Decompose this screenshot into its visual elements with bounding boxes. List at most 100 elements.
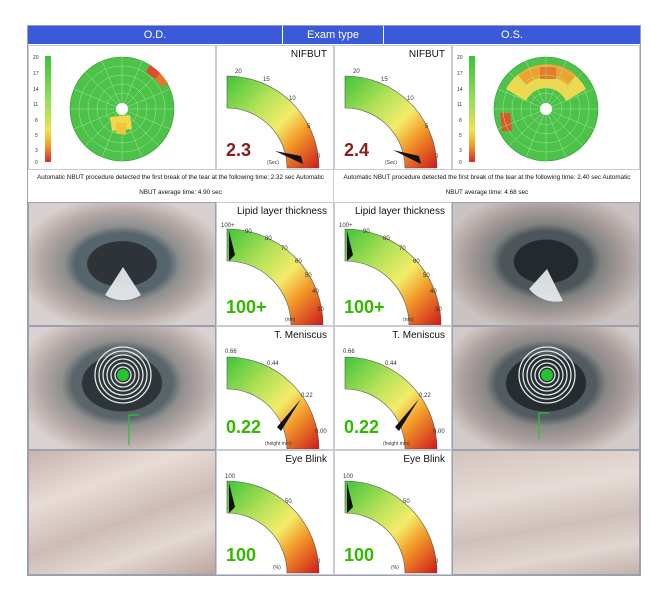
lipid-title: Lipid layer thickness: [236, 206, 327, 217]
od-meniscus-value: 0.22: [226, 417, 262, 437]
scale-tick: 14: [33, 87, 39, 93]
os-eyelid-photo: [452, 450, 640, 575]
gauge-tick: 100: [225, 474, 236, 480]
os-blink-value: 100: [344, 545, 375, 565]
nifbut-title: NIFBUT: [290, 49, 327, 60]
gauge-tick: 70: [281, 246, 288, 252]
gauge-tick: 20: [235, 69, 242, 75]
od-eye-photo-meniscus: [28, 326, 216, 450]
os-blink-gauge: Eye Blink 100 50 0 100 (%): [334, 450, 452, 575]
gauge-tick: 0.66: [225, 349, 237, 355]
gauge-tick: 60: [295, 259, 302, 265]
gauge-tick: 90: [363, 229, 370, 235]
gauge-tick: 40: [430, 289, 437, 295]
scale-tick: 0: [459, 160, 462, 166]
lipid-unit: (nm): [403, 317, 414, 323]
gauge-tick: 100+: [221, 223, 235, 229]
od-eyelid-photo: [28, 450, 216, 575]
gauge-tick: 15: [381, 77, 388, 83]
os-meniscus-gauge: T. Meniscus 0.66 0.44 0.22 0.00 0.22 (he…: [334, 326, 452, 450]
gauge-tick: 0.00: [433, 429, 445, 435]
od-meniscus-gauge: T. Meniscus 0.66 0.44 0.22 0.00 0.22 (he…: [216, 326, 334, 450]
gauge-tick: 90: [245, 229, 252, 235]
scale-tick: 14: [457, 87, 463, 93]
gauge-tick: 40: [312, 289, 319, 295]
gauge-tick: 100: [343, 474, 354, 480]
gauge-tick: 0: [435, 154, 439, 160]
od-eye-photo-lipid: [28, 202, 216, 326]
scale-tick: 3: [35, 148, 38, 154]
os-topography-map: 20 17 14 11 8 5 3 0: [457, 55, 599, 166]
blink-unit: (%): [273, 565, 281, 571]
scale-tick: 20: [33, 55, 39, 61]
blink-title: Eye Blink: [285, 454, 327, 465]
gauge-tick: 0.44: [267, 361, 279, 367]
scale-tick: 5: [459, 133, 462, 139]
os-header: O.S.: [384, 26, 640, 44]
od-nbut-summary: Automatic NBUT procedure detected the fi…: [28, 170, 334, 202]
os-nifbut-value: 2.4: [344, 140, 370, 160]
gauge-tick: 50: [285, 499, 292, 505]
color-scale-bar: [45, 56, 51, 162]
gauge-tick: 0.66: [343, 349, 355, 355]
gauge-tick: 20: [353, 69, 360, 75]
od-topography-panel: 20 17 14 11 8 5 3 0: [28, 45, 216, 170]
gauge-tick: 0.00: [315, 429, 327, 435]
gauge-tick: 50: [403, 499, 410, 505]
od-topography-map: 20 17 14 11 8 5 3 0: [33, 55, 175, 166]
gauge-tick: 0.44: [385, 361, 397, 367]
scale-tick: 17: [33, 71, 39, 77]
gauge-tick: 15: [263, 77, 270, 83]
lipid-unit: (nm): [285, 317, 296, 323]
scale-tick: 3: [459, 148, 462, 154]
meniscus-unit: (height mm): [383, 441, 410, 447]
gauge-tick: 0: [317, 154, 321, 160]
scale-tick: 0: [35, 160, 38, 166]
gauge-tick: 0.22: [301, 393, 313, 399]
lipid-title: Lipid layer thickness: [354, 206, 445, 217]
os-eye-photo-meniscus: [452, 326, 640, 450]
os-topography-panel: 20 17 14 11 8 5 3 0: [452, 45, 640, 170]
gauge-tick: 0.22: [419, 393, 431, 399]
od-nifbut-value: 2.3: [226, 140, 252, 160]
nifbut-title: NIFBUT: [408, 49, 445, 60]
gauge-tick: 80: [383, 236, 390, 242]
gauge-tick: 30: [435, 307, 442, 313]
gauge-tick: 0: [435, 559, 439, 565]
gauge-tick: 10: [407, 96, 414, 102]
od-blink-value: 100: [226, 545, 257, 565]
od-lipid-gauge: Lipid layer thickness 100+ 90 80 70 60 5…: [216, 202, 334, 326]
gauge-tick: 70: [399, 246, 406, 252]
scale-tick: 5: [35, 133, 38, 139]
od-header: O.D.: [28, 26, 282, 44]
meniscus-title: T. Meniscus: [392, 330, 445, 341]
os-lipid-value: 100+: [344, 297, 385, 317]
gauge-tick: 60: [413, 259, 420, 265]
scale-tick: 11: [33, 102, 38, 108]
gauge-tick: 5: [425, 124, 429, 130]
meniscus-unit: (height mm): [265, 441, 292, 447]
color-scale-bar: [469, 56, 475, 162]
gauge-tick: 10: [289, 96, 296, 102]
os-lipid-gauge: Lipid layer thickness 100+ 90 80 70 60 5…: [334, 202, 452, 326]
od-lipid-value: 100+: [226, 297, 267, 317]
gauge-tick: 100+: [339, 223, 353, 229]
os-eye-photo-lipid: [452, 202, 640, 326]
gauge-tick: 50: [423, 273, 430, 279]
exam-report: O.D. Exam type O.S. 20 17 14 11 8 5 3 0: [27, 25, 641, 576]
scale-tick: 8: [35, 118, 38, 124]
gauge-tick: 30: [317, 307, 324, 313]
od-blink-gauge: Eye Blink 100 50 0 100 (%): [216, 450, 334, 575]
gauge-tick: 80: [265, 236, 272, 242]
os-nifbut-gauge: NIFBUT 20 15 10 5 0 2.4 (Sec): [334, 45, 452, 170]
scale-tick: 11: [457, 102, 462, 108]
nifbut-unit: (Sec): [385, 160, 397, 166]
os-nbut-summary: Automatic NBUT procedure detected the fi…: [343, 174, 631, 196]
gauge-tick: 50: [305, 273, 312, 279]
od-nifbut-gauge: NIFBUT 20 15 10 5 0 2.3 (Sec): [216, 45, 334, 170]
gauge-tick: 5: [307, 124, 311, 130]
scale-tick: 20: [457, 55, 463, 61]
blink-title: Eye Blink: [403, 454, 445, 465]
scale-tick: 8: [459, 118, 462, 124]
exam-type-header: Exam type: [282, 26, 384, 44]
